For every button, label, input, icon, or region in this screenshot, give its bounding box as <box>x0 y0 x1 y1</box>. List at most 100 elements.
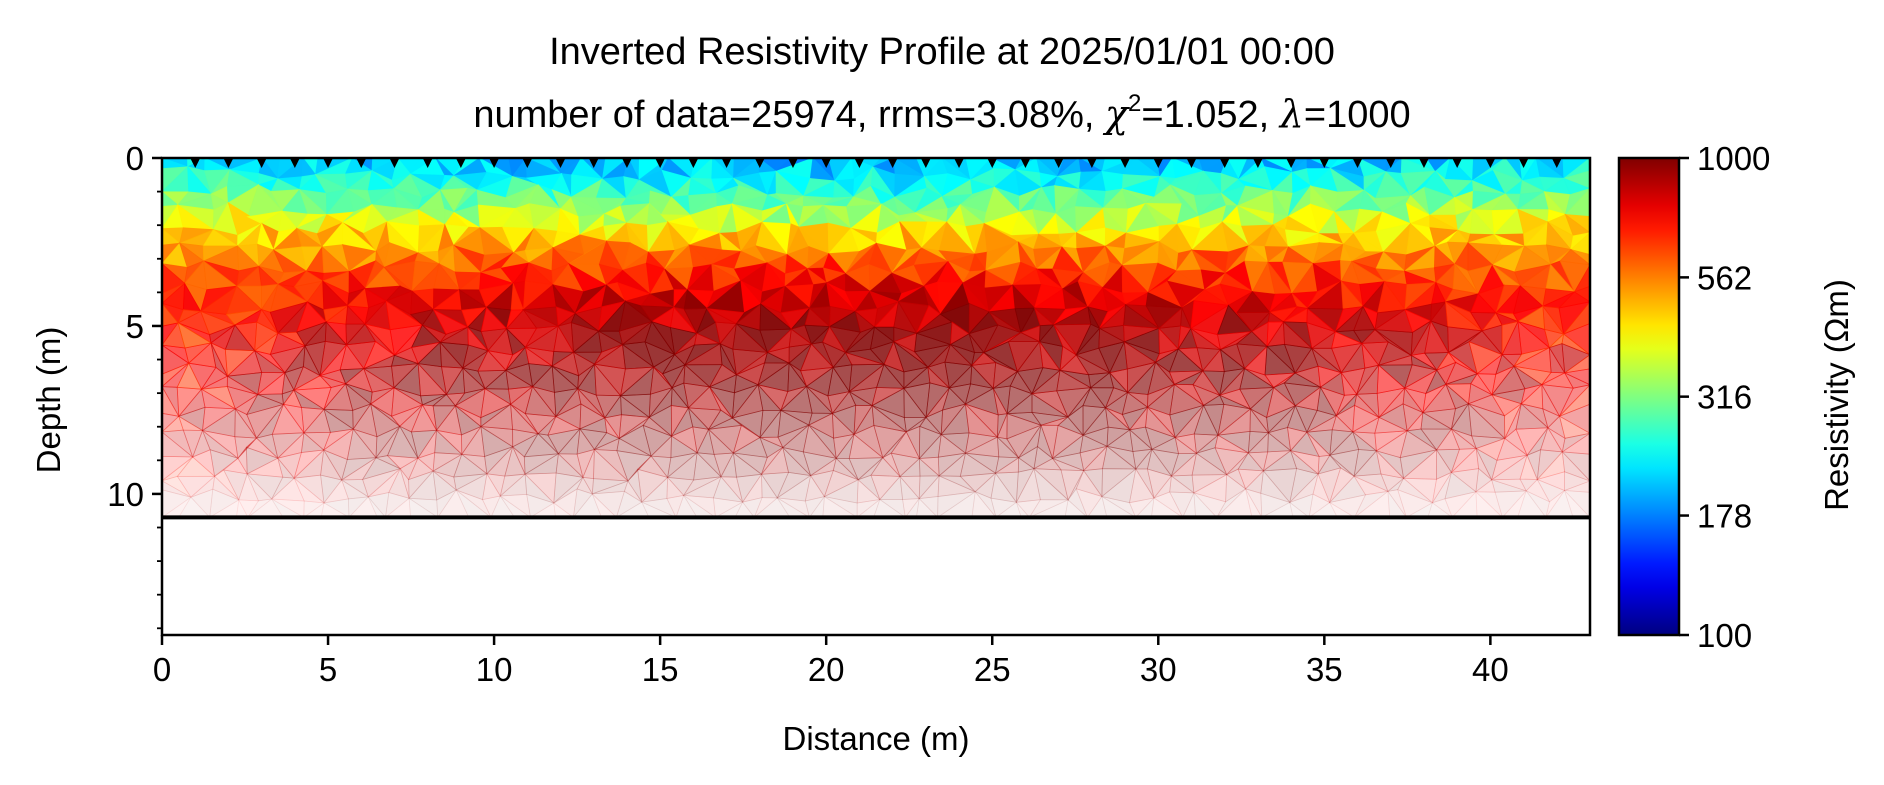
mesh-cell <box>1374 416 1409 434</box>
mesh-cell <box>1520 383 1544 410</box>
mesh-cell <box>670 435 699 459</box>
electrode-marker <box>489 159 499 168</box>
mesh-cell <box>741 473 763 503</box>
mesh-cell <box>579 403 606 430</box>
mesh-cell <box>591 478 629 495</box>
mesh-cell <box>870 474 901 501</box>
mesh-cell <box>1135 468 1155 499</box>
y-tick-label: 10 <box>107 476 144 513</box>
mesh-cell <box>1312 472 1331 504</box>
mesh-cell <box>555 452 585 479</box>
mesh-cell <box>1262 450 1292 472</box>
mesh-cell <box>712 497 744 519</box>
mesh-cell <box>523 453 559 475</box>
mesh-cell <box>1007 411 1043 426</box>
mesh-cell <box>246 403 285 439</box>
mesh-cell <box>1336 393 1358 417</box>
mesh-cell <box>524 413 557 435</box>
mesh-cell <box>408 470 438 501</box>
mesh-cell <box>1267 426 1292 452</box>
mesh-cell <box>202 406 237 432</box>
mesh-cell <box>1128 405 1149 431</box>
mesh-cell <box>323 383 347 410</box>
mesh-cell <box>782 446 812 477</box>
mesh-cell <box>1006 413 1043 440</box>
mesh-cell <box>200 386 237 410</box>
mesh-cell <box>918 496 939 519</box>
mesh-cell <box>234 408 257 439</box>
mesh-cell <box>410 403 438 433</box>
mesh-cell <box>432 405 457 432</box>
mesh-cell <box>781 424 810 453</box>
mesh-cell <box>407 457 434 481</box>
mesh-cell <box>1328 494 1367 518</box>
mesh-cell <box>918 474 940 500</box>
mesh-cell <box>176 362 203 390</box>
mesh-cell <box>512 446 526 475</box>
mesh-cell <box>1525 427 1549 457</box>
mesh-cell <box>375 426 401 459</box>
mesh-cell <box>238 472 260 502</box>
mesh-cell <box>1420 428 1453 451</box>
mesh-cell <box>707 409 734 431</box>
mesh-cell <box>162 385 180 417</box>
mesh-cell <box>432 393 457 407</box>
mesh-cell <box>1225 473 1247 503</box>
mesh-cell <box>1104 391 1129 416</box>
mesh-cell <box>511 432 540 458</box>
mesh-cell <box>1519 454 1538 480</box>
electrode-marker <box>589 159 599 168</box>
mesh-cell <box>523 453 559 475</box>
mesh-cell <box>831 412 855 439</box>
mesh-cell <box>453 473 488 491</box>
mesh-cell <box>918 475 940 500</box>
mesh-cell <box>1491 394 1523 417</box>
mesh-cell <box>899 475 921 500</box>
mesh-cell <box>222 469 248 501</box>
mesh-cell <box>667 452 699 479</box>
mesh-cell <box>246 473 273 502</box>
mesh-cell <box>615 490 643 519</box>
mesh-cell <box>1169 404 1205 439</box>
mesh-cell <box>1217 403 1252 437</box>
mesh-cell <box>1513 365 1543 390</box>
mesh-cell <box>1260 492 1291 519</box>
mesh-cell <box>1421 408 1457 430</box>
mesh-cell <box>408 470 435 500</box>
mesh-cell <box>293 474 325 504</box>
mesh-cell <box>340 457 377 481</box>
mesh-cell <box>245 457 284 478</box>
mesh-cell <box>277 457 296 479</box>
mesh-cell <box>906 417 927 433</box>
mesh-cell <box>1351 416 1380 434</box>
mesh-cell <box>391 387 424 417</box>
mesh-cell <box>595 394 622 419</box>
mesh-cell <box>1547 415 1566 440</box>
mesh-cell <box>687 406 710 430</box>
mesh-cell <box>757 383 782 411</box>
mesh-cell <box>367 491 390 519</box>
mesh-cell <box>1335 404 1356 433</box>
mesh-cell <box>940 432 970 454</box>
mesh-cell <box>640 498 677 519</box>
mesh-cell <box>807 412 835 439</box>
electrode-marker <box>1452 159 1462 168</box>
mesh-cell <box>1289 449 1319 475</box>
mesh-cell <box>709 386 733 419</box>
mesh-cell <box>959 472 997 493</box>
mesh-cell <box>687 386 722 411</box>
mesh-cell <box>777 424 810 449</box>
mesh-cell <box>648 386 673 418</box>
mesh-cell <box>720 451 737 478</box>
mesh-cell <box>1375 429 1408 459</box>
mesh-cell <box>512 428 540 448</box>
mesh-cell <box>271 432 305 459</box>
mesh-cell <box>1017 445 1039 470</box>
mesh-cell <box>1289 468 1319 504</box>
mesh-cell <box>1128 426 1153 451</box>
mesh-cell <box>461 425 486 457</box>
mesh-cell <box>417 452 436 472</box>
x-tick-label: 0 <box>153 651 171 688</box>
mesh-cell <box>1491 479 1527 493</box>
mesh-cell <box>303 500 326 519</box>
